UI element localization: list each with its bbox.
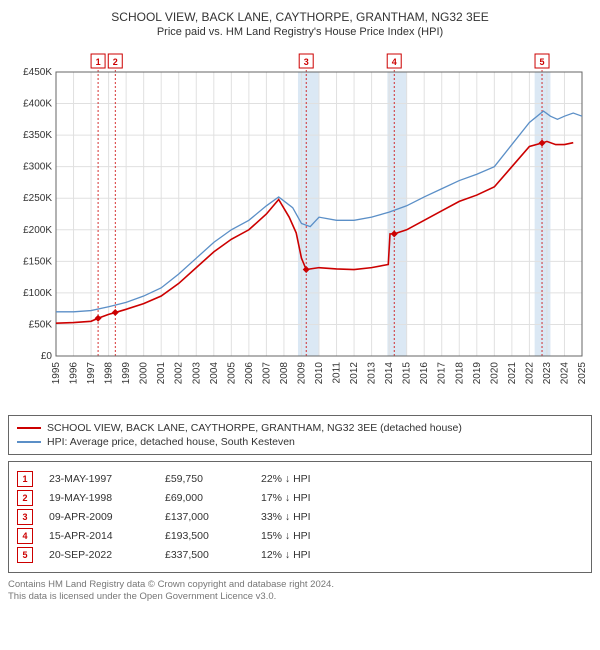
svg-text:1: 1 (96, 57, 101, 67)
legend-label-red: SCHOOL VIEW, BACK LANE, CAYTHORPE, GRANT… (47, 422, 462, 434)
svg-text:2000: 2000 (139, 362, 150, 385)
sale-marker-box: 4 (17, 528, 33, 544)
svg-text:2016: 2016 (419, 362, 430, 385)
svg-text:2011: 2011 (332, 362, 343, 384)
svg-text:2023: 2023 (542, 362, 553, 385)
sales-table: 1 23-MAY-1997 £59,750 22% ↓ HPI 2 19-MAY-1998… (8, 461, 592, 573)
svg-text:2020: 2020 (489, 362, 500, 385)
svg-text:£400K: £400K (23, 99, 52, 110)
svg-text:2014: 2014 (384, 362, 395, 385)
svg-text:4: 4 (392, 57, 397, 67)
svg-text:2007: 2007 (261, 362, 272, 385)
svg-text:2015: 2015 (402, 362, 413, 385)
chart-title: SCHOOL VIEW, BACK LANE, CAYTHORPE, GRANT… (8, 10, 592, 24)
legend-swatch-blue (17, 441, 41, 443)
sale-delta: 15% ↓ HPI (261, 530, 361, 542)
svg-text:3: 3 (304, 57, 309, 67)
sale-delta: 17% ↓ HPI (261, 492, 361, 504)
svg-text:1998: 1998 (104, 362, 115, 385)
sale-delta: 33% ↓ HPI (261, 511, 361, 523)
svg-text:2018: 2018 (454, 362, 465, 385)
svg-text:2002: 2002 (174, 362, 185, 385)
sale-row: 4 15-APR-2014 £193,500 15% ↓ HPI (17, 528, 583, 544)
sale-date: 19-MAY-1998 (49, 492, 149, 504)
svg-text:2017: 2017 (437, 362, 448, 385)
svg-text:2021: 2021 (507, 362, 518, 385)
svg-text:2006: 2006 (244, 362, 255, 385)
sale-date: 23-MAY-1997 (49, 473, 149, 485)
sale-date: 09-APR-2009 (49, 511, 149, 523)
svg-text:2025: 2025 (577, 362, 588, 385)
sale-date: 15-APR-2014 (49, 530, 149, 542)
sale-row: 5 20-SEP-2022 £337,500 12% ↓ HPI (17, 547, 583, 563)
sale-marker-box: 5 (17, 547, 33, 563)
svg-text:2012: 2012 (349, 362, 360, 385)
sale-price: £193,500 (165, 530, 245, 542)
svg-text:1995: 1995 (51, 362, 62, 385)
svg-text:2001: 2001 (156, 362, 167, 385)
svg-text:£450K: £450K (23, 67, 52, 78)
svg-text:1999: 1999 (121, 362, 132, 385)
svg-text:2004: 2004 (209, 362, 220, 385)
sale-row: 3 09-APR-2009 £137,000 33% ↓ HPI (17, 509, 583, 525)
sale-delta: 22% ↓ HPI (261, 473, 361, 485)
svg-text:2010: 2010 (314, 362, 325, 385)
svg-text:1997: 1997 (86, 362, 97, 385)
svg-text:2013: 2013 (367, 362, 378, 385)
sale-price: £337,500 (165, 549, 245, 561)
footer-text: Contains HM Land Registry data © Crown c… (8, 579, 592, 604)
sale-price: £59,750 (165, 473, 245, 485)
svg-text:1996: 1996 (69, 362, 80, 385)
svg-text:5: 5 (540, 57, 545, 67)
sale-price: £137,000 (165, 511, 245, 523)
sale-marker-box: 1 (17, 471, 33, 487)
legend-label-blue: HPI: Average price, detached house, Sout… (47, 436, 295, 448)
svg-text:2019: 2019 (472, 362, 483, 385)
sale-delta: 12% ↓ HPI (261, 549, 361, 561)
legend-row-red: SCHOOL VIEW, BACK LANE, CAYTHORPE, GRANT… (17, 422, 583, 434)
svg-text:£250K: £250K (23, 193, 52, 204)
svg-text:£0: £0 (41, 351, 53, 362)
sale-price: £69,000 (165, 492, 245, 504)
legend-row-blue: HPI: Average price, detached house, Sout… (17, 436, 583, 448)
svg-text:2: 2 (113, 57, 118, 67)
svg-text:2003: 2003 (191, 362, 202, 385)
footer-line2: This data is licensed under the Open Gov… (8, 591, 592, 603)
sale-row: 2 19-MAY-1998 £69,000 17% ↓ HPI (17, 490, 583, 506)
sale-row: 1 23-MAY-1997 £59,750 22% ↓ HPI (17, 471, 583, 487)
svg-text:£50K: £50K (29, 319, 53, 330)
svg-text:2008: 2008 (279, 362, 290, 385)
svg-text:2005: 2005 (226, 362, 237, 385)
sale-date: 20-SEP-2022 (49, 549, 149, 561)
sale-marker-box: 2 (17, 490, 33, 506)
footer-line1: Contains HM Land Registry data © Crown c… (8, 579, 592, 591)
legend-swatch-red (17, 427, 41, 429)
svg-text:£300K: £300K (23, 162, 52, 173)
sale-marker-box: 3 (17, 509, 33, 525)
svg-text:£100K: £100K (23, 288, 52, 299)
line-chart-svg: 1 2 3 4 5 £0 £50K £100K £150K £200K £250K £300K £350… (8, 44, 592, 404)
svg-text:2022: 2022 (524, 362, 535, 385)
legend-box: SCHOOL VIEW, BACK LANE, CAYTHORPE, GRANT… (8, 415, 592, 455)
svg-text:2009: 2009 (296, 362, 307, 385)
svg-text:£350K: £350K (23, 130, 52, 141)
chart-area: 1 2 3 4 5 £0 £50K £100K £150K £200K £250K £300K £350… (8, 44, 592, 407)
svg-text:£150K: £150K (23, 256, 52, 267)
svg-text:£200K: £200K (23, 225, 52, 236)
chart-subtitle: Price paid vs. HM Land Registry's House … (8, 26, 592, 38)
svg-text:2024: 2024 (559, 362, 570, 385)
